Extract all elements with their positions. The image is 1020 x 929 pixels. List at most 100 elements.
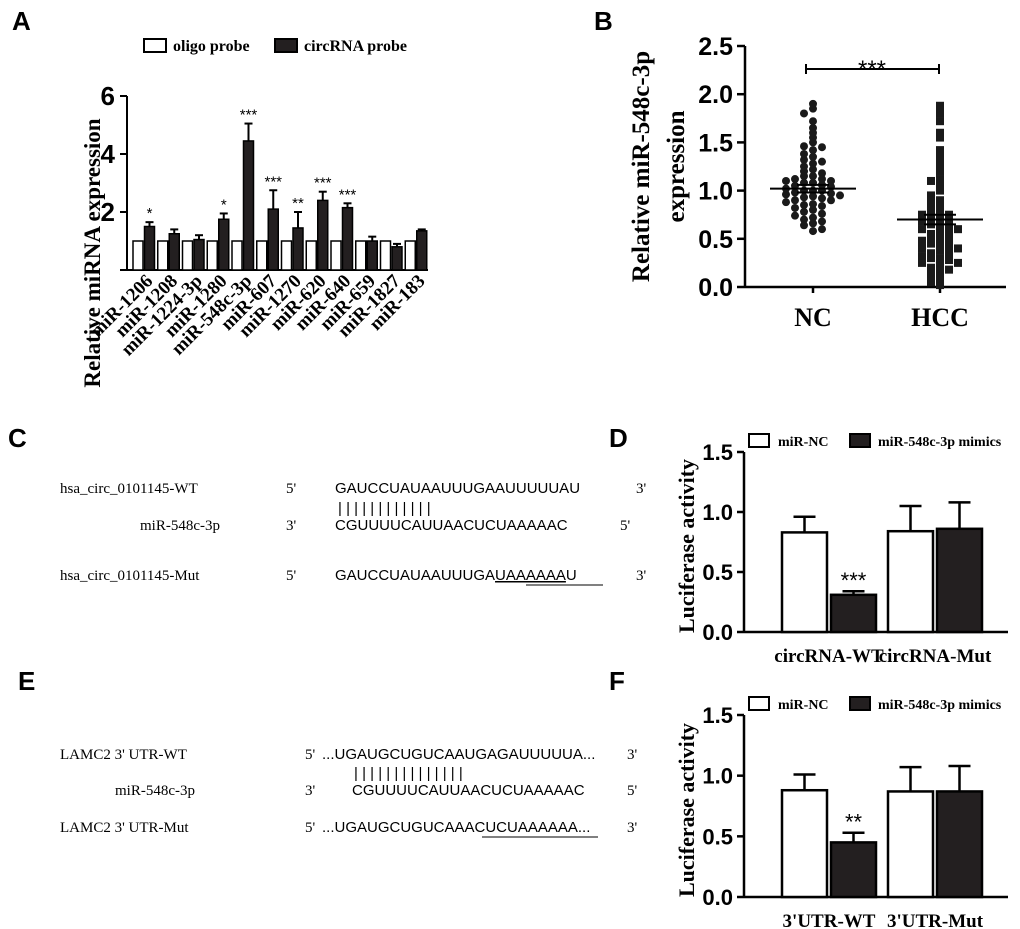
- c-mir-5prime: 5': [620, 518, 631, 534]
- e-mir-sequence: CGUUUUCAUUAACUCUAAAAAC: [352, 782, 585, 799]
- c-mut-name: hsa_circ_0101145-Mut: [60, 568, 200, 584]
- e-mut-seq-part1: ...UGAUGCUGUCAA: [322, 819, 465, 836]
- a-bar-oligo: [404, 240, 416, 271]
- a-bar-circrna: [242, 140, 255, 271]
- a-bar-oligo: [305, 240, 317, 271]
- panel-e-alignment: LAMC2 3' UTR-WT 5' ...UGAUGCUGUCAAUGAGAU…: [60, 746, 638, 838]
- a-y-tick-label: 6: [101, 81, 115, 111]
- b-point-hcc: [927, 234, 935, 243]
- b-point-hcc: [936, 275, 944, 284]
- e-pairing-lines: | | | | | | | | | | | | | |: [354, 765, 463, 782]
- a-bar-circrna: [366, 240, 378, 271]
- a-bar-oligo: [181, 240, 194, 271]
- b-point-hcc: [936, 232, 944, 241]
- f-y-tick-label: 1.5: [702, 703, 733, 728]
- c-mir-sequence: CGUUUUCAUUAACUCUAAAAAC: [335, 517, 568, 534]
- d-legend-swatch-mimics: [849, 433, 871, 448]
- panel-label-d: D: [609, 423, 628, 453]
- b-x-tick-label: NC: [794, 303, 832, 332]
- b-point-nc: [782, 176, 790, 185]
- panel-label-c: C: [8, 423, 27, 453]
- b-point-hcc: [918, 217, 926, 226]
- c-mut-3prime: 3': [636, 568, 647, 584]
- panel-label-e: E: [18, 666, 35, 696]
- a-bar-oligo: [379, 240, 392, 271]
- b-point-hcc: [936, 239, 944, 248]
- b-point-hcc: [945, 249, 953, 258]
- b-point-nc: [809, 159, 817, 168]
- f-bar-nc: [886, 790, 935, 899]
- b-point-nc: [809, 165, 817, 174]
- f-y-tick-label: 0.0: [702, 885, 733, 910]
- b-point-nc: [818, 143, 826, 152]
- a-bar-circrna: [416, 230, 428, 271]
- e-mut-3prime: 3': [627, 820, 638, 836]
- b-point-nc: [791, 211, 799, 220]
- a-bar-circrna: [341, 206, 354, 271]
- b-point-hcc: [927, 191, 935, 200]
- panel-label-f: F: [609, 666, 625, 696]
- b-point-nc: [800, 142, 808, 151]
- d-y-tick-label: 1.0: [702, 500, 733, 525]
- b-point-hcc: [954, 258, 962, 267]
- b-point-nc: [800, 109, 808, 118]
- d-legend-label-nc: miR-NC: [778, 435, 829, 450]
- a-bar-oligo: [157, 240, 169, 271]
- a-bar-oligo: [132, 240, 144, 271]
- b-point-hcc: [936, 117, 944, 126]
- b-point-hcc: [945, 223, 953, 232]
- a-bar-circrna: [391, 246, 403, 271]
- d-legend-swatch-nc: [748, 433, 770, 448]
- d-y-tick-label: 1.5: [702, 440, 733, 465]
- b-point-nc: [818, 157, 826, 166]
- c-mir-name: miR-548c-3p: [140, 518, 220, 534]
- c-mut-seq-part1: GAUCCUAUAAUUUGA: [335, 567, 495, 584]
- d-bar-mimics: [829, 593, 878, 634]
- a-y-tick-label: 2: [101, 197, 115, 227]
- a-bar-circrna: [143, 225, 156, 271]
- f-bar-mimics: [935, 790, 984, 899]
- b-point-hcc: [945, 256, 953, 265]
- c-pairing-lines: | | | | | | | | | | | |: [338, 500, 431, 517]
- b-point-nc: [809, 138, 817, 147]
- b-point-nc: [809, 213, 817, 222]
- d-significance: ***: [841, 568, 867, 593]
- a-bar-circrna: [292, 227, 304, 271]
- b-point-hcc: [936, 281, 944, 290]
- b-point-hcc: [936, 227, 944, 236]
- b-point-nc: [809, 172, 817, 181]
- a-significance: ***: [339, 186, 357, 203]
- a-significance: ***: [314, 175, 332, 192]
- b-point-nc: [800, 201, 808, 210]
- a-bar-oligo: [330, 240, 342, 271]
- b-point-hcc: [927, 263, 935, 272]
- b-point-hcc: [918, 252, 926, 261]
- a-significance: ***: [264, 173, 282, 190]
- b-point-hcc: [918, 236, 926, 245]
- b-point-nc: [800, 221, 808, 230]
- f-legend-swatch-nc: [748, 696, 770, 711]
- b-point-nc: [809, 200, 817, 209]
- a-legend-label-circrna: circRNA probe: [304, 38, 407, 55]
- b-point-hcc: [936, 128, 944, 137]
- panel-c-alignment: hsa_circ_0101145-WT 5' GAUCCUAUAAUUUGAAU…: [60, 480, 647, 586]
- a-bar-circrna: [218, 218, 230, 271]
- a-bar-circrna: [168, 233, 180, 271]
- d-bar-nc: [780, 531, 829, 634]
- b-point-hcc: [927, 271, 935, 280]
- f-y-tick-label: 1.0: [702, 764, 733, 789]
- a-y-tick-label: 4: [101, 139, 116, 169]
- c-mut-sequence: GAUCCUAUAAUUUGAUAAAAAAU: [335, 567, 577, 584]
- e-mut-seq-mutated: ACUCUAAAAAA: [465, 819, 578, 836]
- b-point-hcc: [936, 133, 944, 142]
- f-x-tick-label: 3'UTR-WT: [783, 911, 876, 929]
- b-point-hcc: [936, 101, 944, 110]
- c-mut-5prime: 5': [286, 568, 297, 584]
- e-mir-name: miR-548c-3p: [115, 783, 195, 799]
- e-wt-3prime: 3': [627, 747, 638, 763]
- d-bar-nc: [886, 529, 935, 634]
- b-point-hcc: [954, 225, 962, 234]
- b-point-hcc: [936, 213, 944, 222]
